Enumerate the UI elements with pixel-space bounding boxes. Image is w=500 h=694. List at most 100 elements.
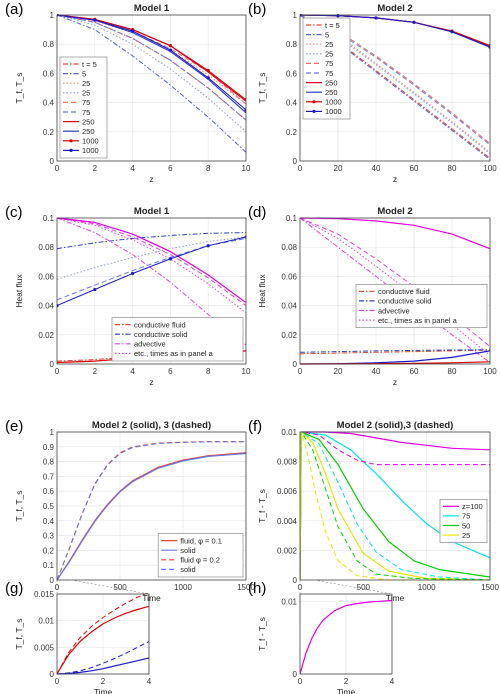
y-tick-label: 0.2 — [43, 128, 55, 137]
y-tick-label: 0.06 — [38, 272, 54, 281]
data-point — [131, 29, 135, 33]
panel-a: (a) Model 1 0 2 4 6 8 10 0 0.2 0.4 0.6 0.8 1 z T_f, T_s… — [5, 1, 251, 184]
y-tick-label: 0.06 — [281, 272, 297, 281]
x-tick-label: 80 — [448, 367, 457, 376]
x-axis-label: z — [393, 377, 397, 387]
y-tick-label: 0 — [50, 360, 55, 369]
legend-label: etc., times as in panel a — [378, 316, 458, 325]
x-tick-label: 1500 — [237, 583, 255, 592]
zoom-connector — [313, 579, 393, 595]
x-tick-label: 2 — [93, 164, 98, 173]
series-line — [57, 593, 149, 675]
x-tick-label: 1500 — [481, 583, 499, 592]
x-tick-label: 4 — [147, 677, 152, 686]
series-line — [57, 217, 246, 346]
series-line — [300, 431, 490, 581]
y-axis-label: T_f, T_s — [14, 72, 24, 103]
x-tick-label: 0 — [298, 367, 303, 376]
x-axis-label: Time — [386, 593, 405, 603]
y-tick-label: 0 — [293, 670, 298, 679]
series-group — [300, 599, 392, 675]
x-tick-label: 0 — [55, 583, 60, 592]
series-line — [57, 217, 246, 314]
series-line — [57, 236, 246, 280]
x-axis-label: Time — [337, 687, 356, 694]
series-line — [57, 14, 246, 133]
series-line — [57, 236, 246, 307]
x-tick-label: 40 — [372, 164, 381, 173]
legend-label: t = 5 — [82, 60, 97, 69]
y-tick-label: 0.004 — [277, 517, 298, 526]
x-tick-label: 0 — [298, 164, 303, 173]
legend-label: 25 — [325, 40, 333, 49]
series-line — [300, 14, 490, 48]
y-tick-label: 1 — [50, 428, 55, 437]
series-line — [300, 217, 490, 347]
legend-label: 1000 — [325, 107, 342, 116]
series-line — [300, 431, 490, 581]
panel-title: Model 1 — [134, 206, 170, 217]
panel-label: (h) — [248, 580, 266, 597]
x-tick-label: 10 — [242, 367, 251, 376]
x-axis-label: z — [149, 377, 153, 387]
panel-c: (c) Model 1 0 2 4 6 8 10 0 0.02 0.04 0.06 0.08 0.1 z He… — [5, 204, 251, 387]
y-tick-label: 0.9 — [43, 443, 55, 452]
zoom-connector — [70, 579, 150, 595]
series-line — [57, 14, 246, 153]
data-point — [168, 44, 172, 48]
y-tick-label: 0.1 — [43, 561, 55, 570]
data-point — [93, 18, 97, 22]
data-point — [206, 68, 210, 73]
x-tick-label: 1000 — [418, 583, 436, 592]
x-tick-label: 500 — [113, 583, 127, 592]
legend-label: t = 5 — [325, 21, 340, 30]
y-axis-label: Heat flux — [14, 273, 24, 307]
x-axis-label: z — [149, 174, 153, 184]
data-point — [131, 271, 135, 276]
series-line — [57, 14, 246, 121]
panel-label: (a) — [5, 1, 23, 18]
data-point — [168, 48, 172, 52]
panel-g: (g) 0 2 4 0 0.005 0.01 0.015 Time T_f, T_s — [5, 580, 152, 694]
y-tick-label: 0 — [50, 576, 55, 585]
y-axis-label: T_f, T_s — [14, 618, 24, 649]
legend-label: 5 — [325, 30, 329, 39]
x-tick-label: 0 — [55, 677, 60, 686]
y-tick-label: 0.6 — [43, 487, 55, 496]
legend-label: conductive solid — [378, 297, 431, 306]
x-tick-label: 80 — [448, 164, 457, 173]
panel-label: (b) — [248, 1, 266, 18]
x-tick-label: 0 — [298, 677, 303, 686]
series-line — [57, 452, 246, 581]
x-axis-label: Time — [94, 687, 113, 694]
y-axis-label: T_f - T_s — [257, 489, 267, 523]
y-tick-label: 0.4 — [43, 99, 55, 108]
y-tick-label: 0.4 — [43, 517, 55, 526]
plot-frame — [56, 593, 150, 675]
legend-label: 25 — [462, 531, 470, 540]
legend-label: 1000 — [82, 146, 99, 155]
data-point — [374, 16, 378, 20]
series-line — [57, 441, 246, 581]
x-tick-label: 1000 — [174, 583, 192, 592]
data-point — [206, 244, 210, 248]
x-tick-label: 2 — [344, 677, 349, 686]
plot-frame — [299, 14, 491, 162]
y-tick-label: 0.8 — [43, 458, 55, 467]
y-tick-label: 0 — [50, 157, 55, 166]
legend-label: conductive fluid — [134, 320, 186, 329]
series-line — [300, 431, 490, 581]
y-tick-label: 0.008 — [277, 458, 298, 467]
x-axis-label: z — [393, 174, 397, 184]
legend-marker — [312, 100, 316, 104]
series-line — [57, 14, 246, 101]
y-tick-label: 0.005 — [34, 643, 55, 652]
series-line — [300, 431, 490, 581]
legend-label: 1000 — [325, 98, 342, 107]
x-tick-label: 8 — [206, 367, 211, 376]
x-tick-label: 10 — [242, 164, 251, 173]
